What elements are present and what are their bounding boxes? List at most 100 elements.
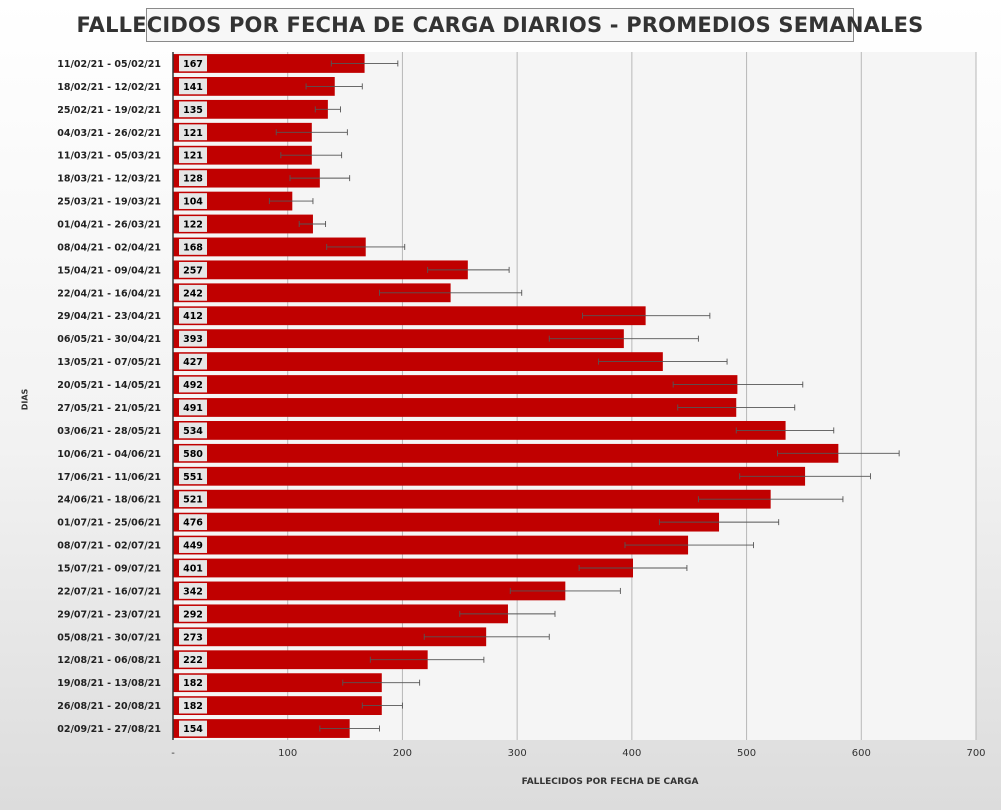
- bar: [173, 283, 451, 303]
- data-label: 122: [183, 220, 203, 231]
- data-label: 449: [183, 541, 203, 552]
- bar: [173, 329, 624, 349]
- data-label-box: [179, 514, 207, 531]
- data-label-box: [179, 491, 207, 508]
- data-label-box: [179, 353, 207, 370]
- data-label-box: [179, 330, 207, 347]
- category-label: 20/05/21 - 14/05/21: [57, 380, 161, 391]
- data-label: 121: [183, 128, 203, 139]
- bar: [173, 214, 313, 234]
- data-label: 128: [183, 174, 203, 185]
- category-label: 13/05/21 - 07/05/21: [57, 357, 161, 368]
- data-label: 135: [183, 105, 203, 116]
- bar: [173, 54, 365, 73]
- plot-area: [173, 52, 976, 740]
- data-label: 182: [183, 678, 203, 689]
- category-label: 15/07/21 - 09/07/21: [57, 564, 161, 575]
- x-tick-label: 100: [278, 748, 297, 759]
- category-label: 02/09/21 - 27/08/21: [57, 724, 161, 735]
- bar: [173, 627, 487, 647]
- bar: [173, 581, 566, 601]
- data-label: 393: [183, 334, 203, 345]
- data-label: 167: [183, 59, 203, 70]
- data-label-box: [179, 101, 207, 118]
- x-axis-label: FALLECIDOS POR FECHA DE CARGA: [521, 777, 699, 787]
- category-label: 11/03/21 - 05/03/21: [57, 151, 161, 162]
- category-label: 27/05/21 - 21/05/21: [57, 403, 161, 414]
- data-label: 427: [183, 357, 203, 368]
- bar: [173, 99, 328, 119]
- bar: [173, 604, 508, 624]
- category-label: 10/06/21 - 04/06/21: [57, 449, 161, 460]
- data-label: 141: [183, 82, 203, 93]
- bar: [173, 145, 312, 165]
- data-label-box: [179, 216, 207, 232]
- category-label: 01/04/21 - 26/03/21: [57, 220, 161, 231]
- bar: [173, 306, 646, 326]
- x-tick-label: 600: [852, 748, 871, 759]
- bar: [173, 237, 366, 257]
- bar: [173, 650, 428, 670]
- data-label: 412: [183, 311, 203, 322]
- bar: [173, 489, 771, 509]
- category-label: 01/07/21 - 25/06/21: [57, 518, 161, 529]
- bar: [173, 696, 382, 716]
- data-label-box: [179, 284, 207, 301]
- data-label: 273: [183, 632, 203, 643]
- data-label-box: [179, 124, 207, 141]
- category-label: 06/05/21 - 30/04/21: [57, 334, 161, 345]
- bar: [173, 535, 689, 555]
- data-label-box: [179, 239, 207, 255]
- category-label: 29/07/21 - 23/07/21: [57, 609, 161, 620]
- data-label-box: [179, 605, 207, 622]
- data-label-box: [179, 720, 207, 737]
- category-label: 08/07/21 - 02/07/21: [57, 541, 161, 552]
- category-label: 04/03/21 - 26/02/21: [57, 128, 161, 139]
- x-tick-label: 700: [966, 748, 985, 759]
- data-label-box: [179, 468, 207, 485]
- data-label-box: [179, 560, 207, 576]
- data-label-box: [179, 261, 207, 278]
- data-label-box: [179, 628, 207, 645]
- bar: [173, 512, 720, 532]
- bar: [173, 260, 468, 280]
- category-label: 03/06/21 - 28/05/21: [57, 426, 161, 437]
- category-label: 05/08/21 - 30/07/21: [57, 632, 161, 643]
- category-label: 26/08/21 - 20/08/21: [57, 701, 161, 712]
- bar: [173, 352, 663, 372]
- bar: [173, 443, 839, 463]
- data-label: 476: [183, 518, 203, 529]
- category-label: 24/06/21 - 18/06/21: [57, 495, 161, 506]
- data-label: 401: [183, 564, 203, 575]
- data-label: 342: [183, 586, 203, 597]
- data-label-box: [179, 399, 207, 416]
- data-label: 182: [183, 701, 203, 712]
- bar: [173, 466, 806, 486]
- category-label: 25/02/21 - 19/02/21: [57, 105, 161, 116]
- data-label-box: [179, 583, 207, 599]
- category-label: 12/08/21 - 06/08/21: [57, 655, 161, 666]
- data-label-box: [179, 651, 207, 668]
- data-label-box: [179, 674, 207, 691]
- data-label-box: [179, 193, 207, 209]
- category-label: 17/06/21 - 11/06/21: [57, 472, 161, 483]
- category-label: 19/08/21 - 13/08/21: [57, 678, 161, 689]
- data-label: 104: [183, 197, 203, 208]
- data-label: 242: [183, 288, 203, 299]
- category-label: 18/03/21 - 12/03/21: [57, 174, 161, 185]
- data-label-box: [179, 697, 207, 714]
- data-label: 580: [183, 449, 203, 460]
- x-tick-label: 300: [508, 748, 527, 759]
- data-label-box: [179, 78, 207, 95]
- category-label: 15/04/21 - 09/04/21: [57, 265, 161, 276]
- data-label: 154: [183, 724, 203, 735]
- category-label: 22/04/21 - 16/04/21: [57, 288, 161, 299]
- data-label: 492: [183, 380, 203, 391]
- data-label-box: [179, 307, 207, 324]
- x-tick-label: 500: [737, 748, 756, 759]
- category-label: 22/07/21 - 16/07/21: [57, 586, 161, 597]
- category-label: 18/02/21 - 12/02/21: [57, 82, 161, 93]
- category-label: 29/04/21 - 23/04/21: [57, 311, 161, 322]
- data-label-box: [179, 147, 207, 164]
